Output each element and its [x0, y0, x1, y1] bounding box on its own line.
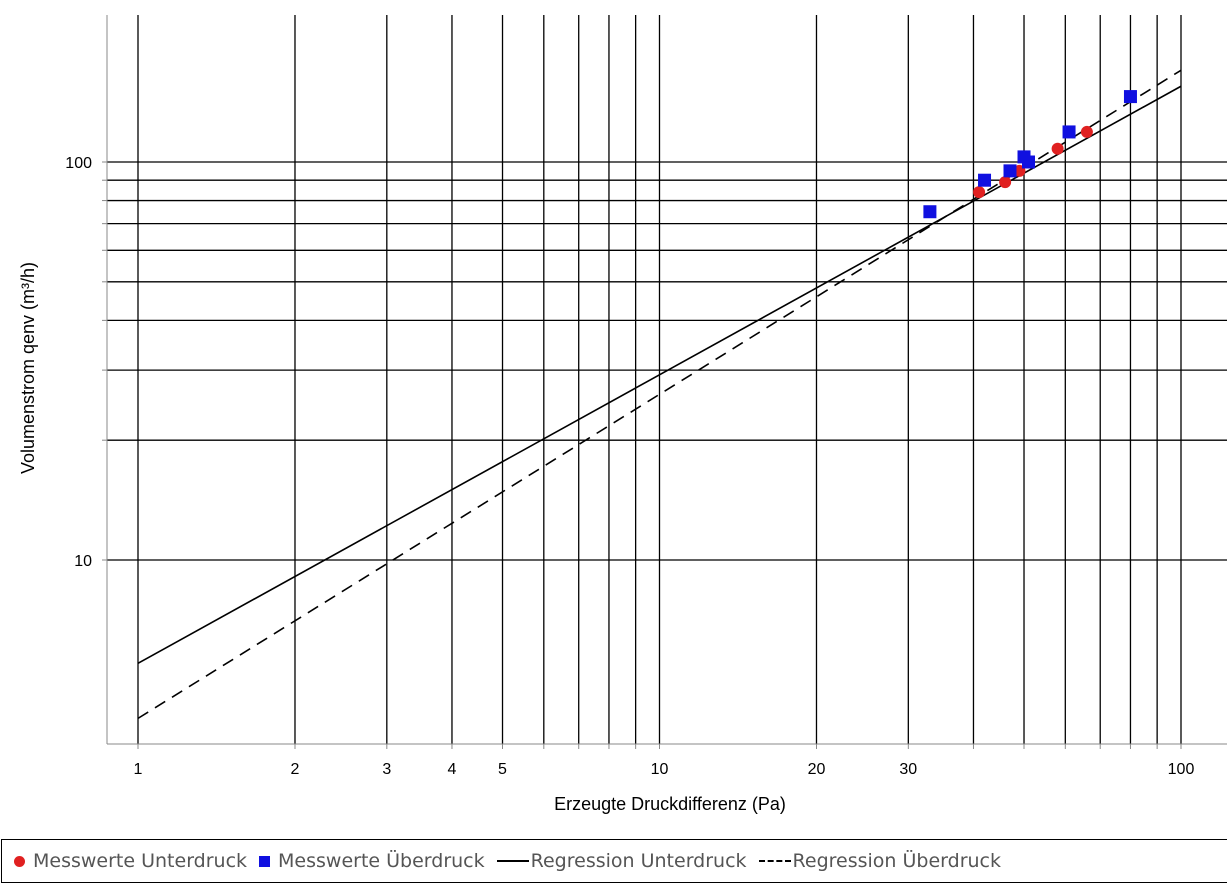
- data-point-ueberdruck: [1021, 155, 1035, 169]
- data-point-ueberdruck: [923, 205, 937, 219]
- data-point-ueberdruck: [1123, 90, 1137, 104]
- data-point-ueberdruck: [1062, 125, 1076, 139]
- x-tick-label: 4: [448, 761, 457, 778]
- chart: 1 2 3 4 5 10 20 30 100 10 100 Erzeugte Druckdiffe…: [18, 15, 1227, 814]
- x-tick-label: 100: [1168, 761, 1195, 778]
- dashed-line-icon: [758, 860, 791, 862]
- data-point-ueberdruck: [978, 173, 992, 187]
- legend-item-ueberdruck-regression: Regression Überdruck: [758, 850, 1002, 872]
- x-tick-label: 20: [808, 761, 826, 778]
- x-tick-label: 5: [498, 761, 507, 778]
- x-tick-label: 3: [382, 761, 391, 778]
- solid-line-icon: [496, 860, 529, 862]
- data-point-unterdruck: [973, 186, 986, 199]
- y-tick-label: 10: [74, 553, 92, 570]
- y-axis-title: Volumenstrom qenv (m³/h): [18, 262, 38, 474]
- data-point-unterdruck: [1080, 125, 1093, 138]
- legend-label: Regression Überdruck: [792, 850, 1002, 872]
- axes: [102, 15, 1227, 749]
- data-point-unterdruck: [999, 176, 1012, 189]
- y-gridlines: [107, 161, 1227, 561]
- data-point-unterdruck: [1051, 142, 1064, 155]
- y-tick-labels: 10 100: [65, 155, 92, 570]
- legend-item-ueberdruck-points: Messwerte Überdruck: [259, 850, 485, 872]
- legend: Messwerte Unterdruck Messwerte Überdruck…: [1, 839, 1227, 883]
- legend-item-unterdruck-regression: Regression Unterdruck: [496, 850, 747, 872]
- legend-label: Messwerte Überdruck: [278, 850, 485, 872]
- x-tick-label: 10: [651, 761, 669, 778]
- x-axis-title: Erzeugte Druckdifferenz (Pa): [554, 794, 786, 814]
- data-points: [923, 90, 1137, 219]
- x-gridlines: [137, 15, 1182, 744]
- x-tick-label: 30: [899, 761, 917, 778]
- legend-label: Regression Unterdruck: [530, 850, 747, 872]
- legend-label: Messwerte Unterdruck: [33, 850, 248, 872]
- blue-square-icon: [259, 855, 271, 867]
- data-point-ueberdruck: [1003, 164, 1017, 178]
- y-tick-label: 100: [65, 155, 92, 172]
- legend-item-unterdruck-points: Messwerte Unterdruck: [14, 850, 247, 872]
- x-tick-label: 2: [291, 761, 300, 778]
- x-tick-label: 1: [134, 761, 143, 778]
- x-tick-labels: 1 2 3 4 5 10 20 30 100: [134, 761, 1195, 778]
- red-circle-icon: [14, 855, 25, 867]
